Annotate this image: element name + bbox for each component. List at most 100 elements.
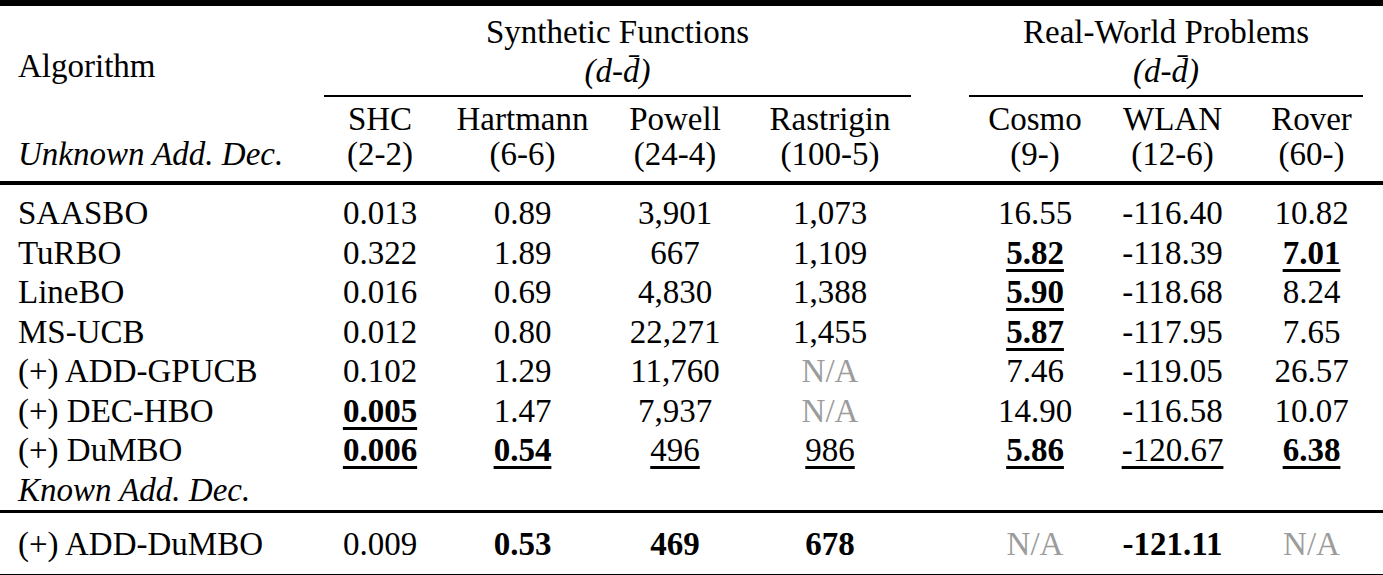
synthetic-group-cell: Synthetic Functions (d-d̄) (320, 3, 915, 97)
real-world-group-rule: Real-World Problems (d-d̄) (969, 12, 1363, 97)
real-world-group-dims: (d-d̄) (969, 52, 1363, 90)
row-label: (+) DEC-HBO (0, 392, 320, 432)
column-header-row: Unknown Add. Dec. SHC(2-2)Hartmann(6-6)P… (0, 97, 1383, 183)
table-cell: 0.102 (320, 352, 440, 392)
table-cell: -116.58 (1105, 392, 1240, 432)
result-value: 1.29 (494, 353, 552, 389)
row-label: SAASBO (0, 183, 320, 234)
result-value: 0.53 (494, 526, 552, 562)
table-row: (+) ADD-GPUCB0.1021.2911,760N/A7.46-119.… (0, 352, 1383, 392)
result-value: 1,388 (793, 274, 867, 310)
table-cell: 0.89 (440, 183, 605, 234)
benchmark-results-table: Algorithm Synthetic Functions (d-d̄) Rea… (0, 0, 1383, 575)
synthetic-group-rule: Synthetic Functions (d-d̄) (324, 12, 911, 97)
result-value: 0.013 (343, 195, 417, 231)
result-value: -120.67 (1122, 432, 1224, 468)
table-cell: 14.90 (965, 392, 1105, 432)
na-value: N/A (802, 393, 859, 429)
table-row: TuRBO0.3221.896671,1095.82-118.397.01 (0, 234, 1383, 274)
result-value: 0.012 (343, 314, 417, 350)
column-dims: (2-2) (320, 137, 440, 172)
empty-cell (320, 471, 1383, 512)
result-value: 7.46 (1006, 353, 1064, 389)
group-gap-cell (915, 97, 965, 183)
result-value: 0.89 (494, 195, 552, 231)
column-dims: (100-5) (745, 137, 915, 172)
table-cell: 667 (605, 234, 745, 274)
column-header-powell: Powell(24-4) (605, 97, 745, 183)
row-label: (+) DuMBO (0, 431, 320, 471)
table-cell: 0.012 (320, 313, 440, 353)
result-value: 14.90 (998, 393, 1072, 429)
result-value: 667 (650, 235, 700, 271)
column-name: SHC (320, 102, 440, 137)
row-label: LineBO (0, 273, 320, 313)
result-value: 5.86 (1006, 432, 1064, 468)
row-label: Known Add. Dec. (0, 471, 320, 512)
result-value: 0.80 (494, 314, 552, 350)
synthetic-group-title: Synthetic Functions (324, 12, 911, 52)
table-cell: 5.90 (965, 273, 1105, 313)
column-header-rover: Rover(60-) (1240, 97, 1383, 183)
table-cell: -120.67 (1105, 431, 1240, 471)
column-name: Rastrigin (745, 102, 915, 137)
result-value: 986 (805, 432, 855, 468)
table-cell: 0.80 (440, 313, 605, 353)
table-cell: 7.65 (1240, 313, 1383, 353)
table-cell: N/A (965, 512, 1105, 575)
row-label: (+) ADD-DuMBO (0, 512, 320, 575)
column-header-cosmo: Cosmo(9-) (965, 97, 1105, 183)
table-bottom-section: (+) ADD-DuMBO0.0090.53469678N/A-121.11N/… (0, 512, 1383, 575)
na-value: N/A (1007, 526, 1064, 562)
result-value: 7.65 (1283, 314, 1341, 350)
result-value: 0.006 (343, 432, 417, 468)
table-cell: 8.24 (1240, 273, 1383, 313)
table-cell: 3,901 (605, 183, 745, 234)
table-row: (+) DuMBO 0.006 0.54 496 986 5.86 -120.67 6.38 (0, 431, 1383, 471)
result-value: 5.82 (1006, 235, 1064, 271)
table-cell: 7.01 (1240, 234, 1383, 274)
group-gap-cell (915, 3, 965, 97)
table-row: Known Add. Dec. (0, 471, 1383, 512)
result-value: -118.68 (1122, 274, 1223, 310)
column-name: Hartmann (440, 102, 605, 137)
table-cell: -116.40 (1105, 183, 1240, 234)
table-cell: 986 (745, 431, 915, 471)
table-cell: -118.39 (1105, 234, 1240, 274)
table-cell: 4,830 (605, 273, 745, 313)
row-label: MS-UCB (0, 313, 320, 353)
result-value: -117.95 (1122, 314, 1223, 350)
table-cell: 496 (605, 431, 745, 471)
table-cell: 0.013 (320, 183, 440, 234)
result-value: 678 (805, 526, 855, 562)
table-cell: 678 (745, 512, 915, 575)
result-value: 1,073 (793, 195, 867, 231)
table-cell: 6.38 (1240, 431, 1383, 471)
table-cell: 0.69 (440, 273, 605, 313)
table-row: SAASBO0.0130.893,9011,07316.55-116.4010.… (0, 183, 1383, 234)
column-header-wlan: WLAN(12-6) (1105, 97, 1240, 183)
table-cell: 16.55 (965, 183, 1105, 234)
result-value: -119.05 (1122, 353, 1223, 389)
result-value: 0.009 (343, 526, 417, 562)
column-dims: (24-4) (605, 137, 745, 172)
real-world-group-title: Real-World Problems (969, 12, 1363, 52)
result-value: 5.87 (1006, 314, 1064, 350)
table-cell: 0.016 (320, 273, 440, 313)
group-gap-cell (915, 313, 965, 353)
table-cell: 469 (605, 512, 745, 575)
group-gap-cell (915, 273, 965, 313)
column-dims: (9-) (965, 137, 1105, 172)
table-cell: 26.57 (1240, 352, 1383, 392)
real-world-group-cell: Real-World Problems (d-d̄) (965, 3, 1383, 97)
table-header: Algorithm Synthetic Functions (d-d̄) Rea… (0, 3, 1383, 183)
result-value: 0.54 (494, 432, 552, 468)
column-dims: (6-6) (440, 137, 605, 172)
result-value: 0.69 (494, 274, 552, 310)
column-name: Cosmo (965, 102, 1105, 137)
algorithm-column-header: Algorithm (0, 3, 320, 97)
result-value: 6.38 (1283, 432, 1341, 468)
group-gap-cell (915, 234, 965, 274)
table-cell: -121.11 (1105, 512, 1240, 575)
table-cell: 1,388 (745, 273, 915, 313)
